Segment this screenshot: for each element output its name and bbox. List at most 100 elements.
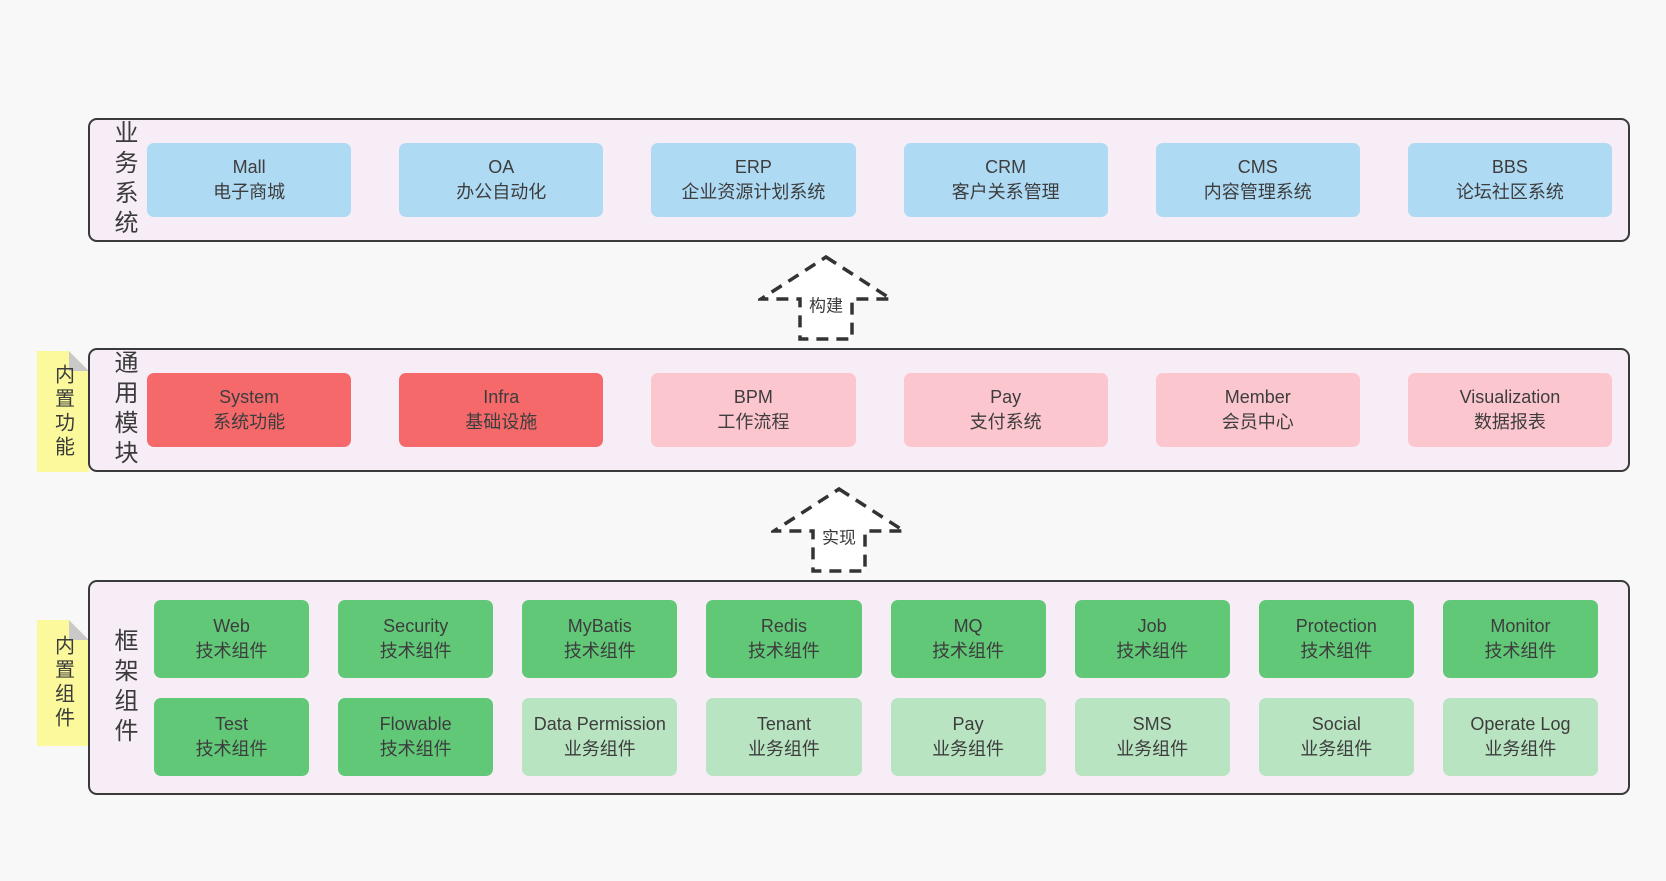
box-subtitle: 技术组件 [932,640,1005,661]
box-row: Mall 电子商城 OA 办公自动化 ERP 企业资源计划系统 CRM 客户关系管理 CMS 内容… [147,143,1613,217]
box-title: Web [213,615,250,636]
sticky-note-text: 内置组件 [51,635,74,731]
box-sms: SMS 业务组件 [1074,697,1230,776]
box-title: CMS [1237,157,1278,178]
box-title: Data Permission [533,713,666,734]
box-title: System [219,387,280,408]
box-visualization: Visualization 数据报表 [1407,373,1613,447]
arrow-label: 构建 [805,290,847,318]
box-title: Infra [483,387,520,408]
arrow-label: 实现 [818,522,860,550]
box-title: MyBatis [567,615,632,636]
box-subtitle: 数据报表 [1473,412,1546,432]
box-subtitle: 技术组件 [563,640,636,661]
box-title: BPM [733,387,773,408]
box-subtitle: 技术组件 [1116,640,1189,661]
box-subtitle: 支付系统 [969,412,1042,432]
box-subtitle: 业务组件 [1484,738,1557,759]
sticky-note-text: 内置功能 [51,363,74,460]
layer-boxes: Mall 电子商城 OA 办公自动化 ERP 企业资源计划系统 CRM 客户关系管理 CMS 内容… [147,143,1613,217]
box-monitor: Monitor 技术组件 [1442,599,1598,678]
box-title: Visualization [1459,387,1561,408]
box-member: Member 会员中心 [1155,373,1360,447]
box-subtitle: 业务组件 [563,738,636,759]
box-subtitle: 技术组件 [1484,640,1557,661]
box-oa: OA 办公自动化 [399,143,604,217]
box-subtitle: 业务组件 [932,738,1005,759]
box-bpm: BPM 工作流程 [651,373,856,447]
layer-label: 业务系统 [110,120,137,240]
layer-framework-components: 框架组件 Web 技术组件 Security 技术组件 MyBatis 技术组件 Redis… [88,580,1630,795]
box-mall: Mall 电子商城 [147,143,352,217]
box-cms: CMS 内容管理系统 [1155,143,1360,217]
box-security: Security 技术组件 [338,599,494,678]
box-row: Web 技术组件 Security 技术组件 MyBatis 技术组件 Redis 技术组件 M… [154,599,1598,678]
box-subtitle: 技术组件 [747,640,820,661]
arrow-implement: 实现 [771,486,907,574]
box-protection: Protection 技术组件 [1258,599,1414,678]
box-title: Test [215,713,249,734]
sticky-note-builtin-components: 内置组件 [37,620,89,746]
box-mq: MQ 技术组件 [890,599,1046,678]
layer-label: 框架组件 [110,627,137,748]
box-pay: Pay 业务组件 [890,697,1046,776]
box-subtitle: 技术组件 [379,738,452,759]
box-tenant: Tenant 业务组件 [706,697,862,776]
box-title: SMS [1132,713,1172,734]
box-title: Pay [952,713,984,734]
box-subtitle: 工作流程 [717,412,790,432]
box-subtitle: 业务组件 [747,738,820,759]
sticky-note-builtin-functions: 内置功能 [37,351,89,472]
box-title: Monitor [1490,615,1551,636]
box-title: Mall [232,157,266,178]
layer-label: 通用模块 [110,350,137,470]
box-title: CRM [985,157,1027,178]
box-title: Social [1311,713,1361,734]
box-subtitle: 企业资源计划系统 [681,182,826,202]
box-row: Test 技术组件 Flowable 技术组件 Data Permission 业务组件 T… [154,697,1598,776]
box-subtitle: 内容管理系统 [1203,182,1312,202]
box-subtitle: 系统功能 [213,412,286,432]
box-title: Job [1137,615,1167,636]
box-subtitle: 电子商城 [213,182,286,202]
box-subtitle: 业务组件 [1116,738,1189,759]
box-subtitle: 技术组件 [195,640,268,661]
box-subtitle: 业务组件 [1300,738,1373,759]
box-title: Member [1224,387,1291,408]
box-web: Web 技术组件 [154,599,310,678]
box-flowable: Flowable 技术组件 [338,697,494,776]
layer-common-modules: 通用模块 System 系统功能 Infra 基础设施 BPM 工作流程 Pay 支付系统 Me… [88,348,1630,472]
box-subtitle: 基础设施 [465,412,538,432]
box-data-permission: Data Permission 业务组件 [522,697,678,776]
box-title: Redis [760,615,807,636]
layer-boxes: System 系统功能 Infra 基础设施 BPM 工作流程 Pay 支付系统 Member 会… [147,373,1613,447]
box-pay: Pay 支付系统 [903,373,1108,447]
box-title: Pay [990,387,1022,408]
layer-boxes: Web 技术组件 Security 技术组件 MyBatis 技术组件 Redis 技术组件 M… [154,599,1598,776]
box-title: Tenant [756,713,811,734]
box-system: System 系统功能 [147,373,352,447]
box-row: System 系统功能 Infra 基础设施 BPM 工作流程 Pay 支付系统 Member 会… [147,373,1613,447]
box-title: OA [488,157,515,178]
box-subtitle: 会员中心 [1221,412,1294,432]
arrow-build: 构建 [758,254,894,342]
box-title: ERP [734,157,772,178]
box-erp: ERP 企业资源计划系统 [651,143,856,217]
box-operate-log: Operate Log 业务组件 [1442,697,1598,776]
box-title: Protection [1295,615,1377,636]
box-title: Security [383,615,449,636]
box-title: Operate Log [1470,713,1571,734]
box-job: Job 技术组件 [1074,599,1230,678]
box-crm: CRM 客户关系管理 [903,143,1108,217]
box-subtitle: 论坛社区系统 [1455,182,1564,202]
box-subtitle: 技术组件 [1300,640,1373,661]
box-bbs: BBS 论坛社区系统 [1407,143,1613,217]
box-subtitle: 办公自动化 [456,182,547,202]
box-subtitle: 技术组件 [379,640,452,661]
box-subtitle: 客户关系管理 [951,182,1060,202]
box-infra: Infra 基础设施 [399,373,604,447]
box-title: MQ [953,615,983,636]
box-mybatis: MyBatis 技术组件 [522,599,678,678]
box-social: Social 业务组件 [1258,697,1414,776]
